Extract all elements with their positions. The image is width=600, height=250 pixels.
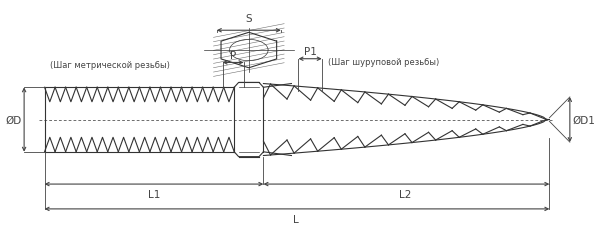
- Text: L1: L1: [148, 189, 160, 199]
- Text: L2: L2: [399, 189, 411, 199]
- Text: L: L: [293, 214, 298, 224]
- Text: P1: P1: [304, 47, 317, 57]
- Text: (Шаг метрической резьбы): (Шаг метрической резьбы): [50, 61, 170, 70]
- Text: P: P: [230, 51, 236, 61]
- Text: (Шаг шуруповой резьбы): (Шаг шуруповой резьбы): [328, 58, 439, 66]
- Text: S: S: [245, 14, 252, 24]
- Text: ØD1: ØD1: [573, 115, 596, 125]
- Text: ØD: ØD: [5, 115, 21, 125]
